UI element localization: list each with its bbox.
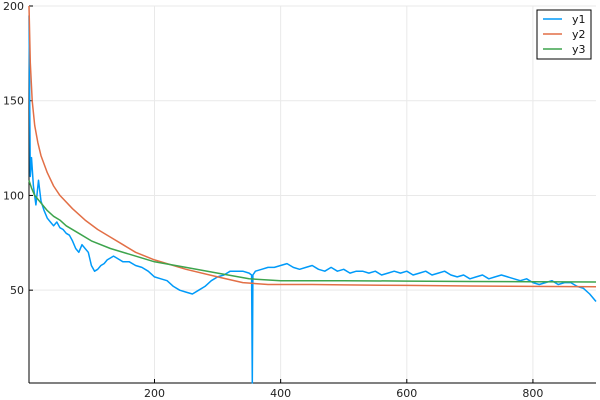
y-tick-label: 200 (3, 0, 24, 13)
x-tick-label: 600 (396, 387, 417, 400)
grid (29, 5, 596, 383)
legend-label-y2: y2 (572, 28, 586, 41)
y-tick-label: 100 (3, 189, 24, 202)
series-line-y1 (28, 15, 597, 384)
series-line-y3 (28, 180, 597, 283)
legend-label-y3: y3 (572, 43, 586, 56)
series-lines (28, 5, 597, 384)
series-line-y2 (28, 5, 597, 288)
x-axis-ticks: 200 400 600 800 (144, 379, 543, 400)
y-tick-label: 150 (3, 95, 24, 108)
axes (28, 6, 596, 384)
y-axis-ticks: 50 100 150 200 (3, 0, 33, 297)
legend: y1 y2 y3 (536, 9, 592, 60)
x-tick-label: 800 (522, 387, 543, 400)
y-tick-label: 50 (10, 284, 24, 297)
x-tick-label: 400 (270, 387, 291, 400)
legend-label-y1: y1 (572, 13, 586, 26)
x-tick-label: 200 (144, 387, 165, 400)
